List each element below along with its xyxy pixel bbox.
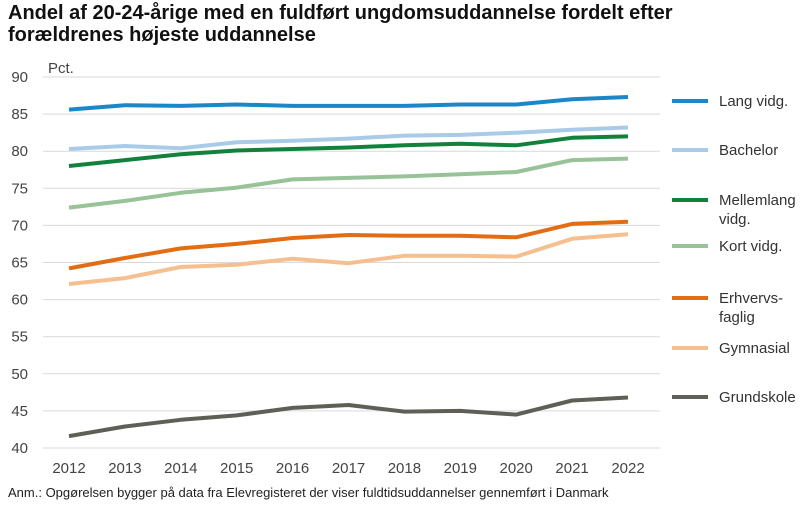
legend-label: Kort vidg. <box>719 238 782 255</box>
x-tick-label: 2015 <box>220 460 253 477</box>
legend-label: Bachelor <box>719 142 778 159</box>
x-tick-label: 2019 <box>444 460 477 477</box>
gridlines <box>43 76 660 449</box>
y-tick-label: 50 <box>11 366 28 383</box>
legend-label: Gymnasial <box>719 340 790 357</box>
series-line-gymnasial <box>68 232 629 286</box>
x-tick-label: 2022 <box>611 460 644 477</box>
x-tick-label: 2018 <box>388 460 421 477</box>
y-axis-ticks: 40 45 50 55 60 65 70 75 80 85 90 <box>11 69 28 457</box>
series-line-erhvervs-faglig <box>68 219 629 271</box>
y-tick-label: 70 <box>11 217 28 234</box>
x-tick-label: 2020 <box>500 460 533 477</box>
legend-label: Erhvervs- <box>719 290 783 307</box>
x-tick-label: 2016 <box>276 460 309 477</box>
chart-title: Andel af 20-24-årige med en fuldført ung… <box>8 2 673 46</box>
footnote: Anm.: Opgørelsen bygger på data fra Elev… <box>8 485 609 500</box>
series-line-grundskole <box>68 395 629 439</box>
series-line-kort-vidg <box>68 156 629 210</box>
series-line-bachelor <box>68 125 629 151</box>
y-tick-label: 75 <box>11 180 28 197</box>
y-tick-label: 60 <box>11 292 28 309</box>
legend: Lang vidg. Bachelor Mellemlang vidg. Kort vi… <box>672 93 796 406</box>
legend-label: Grundskole <box>719 389 796 406</box>
x-axis-ticks: 2012 2013 2014 2015 2016 2017 2018 2019 2020 2021… <box>52 460 644 477</box>
legend-label: Mellemlang <box>719 192 796 209</box>
x-tick-label: 2017 <box>332 460 365 477</box>
y-axis-unit-label: Pct. <box>48 60 74 77</box>
legend-label: vidg. <box>719 211 751 228</box>
series-line-mellemlang-vidg <box>68 134 629 168</box>
y-tick-label: 55 <box>11 329 28 346</box>
x-tick-label: 2021 <box>555 460 588 477</box>
series-line-lang-vidg <box>68 95 629 112</box>
x-tick-label: 2014 <box>164 460 197 477</box>
y-tick-label: 45 <box>11 403 28 420</box>
series-lines <box>68 95 629 439</box>
y-tick-label: 80 <box>11 143 28 160</box>
legend-label: Lang vidg. <box>719 93 788 110</box>
y-tick-label: 65 <box>11 255 28 272</box>
y-tick-label: 90 <box>11 69 28 86</box>
x-tick-label: 2013 <box>108 460 141 477</box>
legend-label: faglig <box>719 309 755 326</box>
y-tick-label: 85 <box>11 106 28 123</box>
x-tick-label: 2012 <box>52 460 85 477</box>
y-tick-label: 40 <box>11 440 28 457</box>
